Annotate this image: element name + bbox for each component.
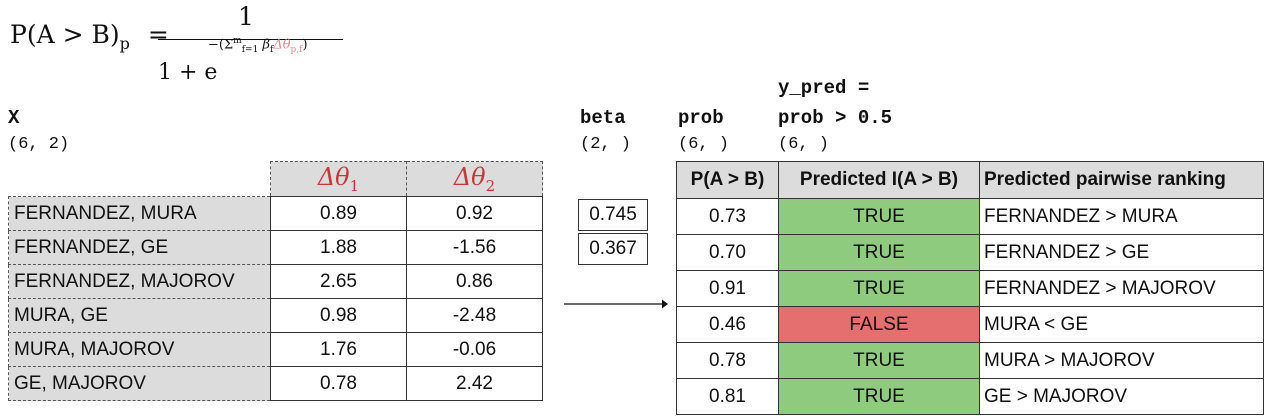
x-row: MURA, MAJOROV 1.76 -0.06: [8, 332, 543, 367]
results-header-row: P(A > B) Predicted I(A > B) Predicted pa…: [676, 161, 1264, 199]
probability-formula: P(A > B)p = 1 1 + e −(Σmf=1 βfΔθp,f): [8, 0, 348, 100]
rank-cell: FERNANDEZ > MAJOROV: [979, 270, 1264, 307]
x-row-label: MURA, GE: [8, 298, 271, 333]
pred-cell: TRUE: [778, 378, 980, 415]
prob-cell: 0.81: [676, 378, 779, 415]
x-row: FERNANDEZ, MURA 0.89 0.92: [8, 196, 543, 231]
prob-shape: (6, ): [678, 135, 730, 154]
pred-cell: TRUE: [778, 198, 980, 235]
x-col-delta1: Δθ1: [270, 161, 407, 197]
header-ranking: Predicted pairwise ranking: [979, 161, 1264, 199]
pred-cell: TRUE: [778, 234, 980, 271]
x-cell: -0.06: [406, 332, 543, 367]
x-row-label: FERNANDEZ, MURA: [8, 196, 271, 231]
ypred-label-line2: prob > 0.5: [778, 107, 893, 129]
results-row: 0.46 FALSE MURA < GE: [676, 306, 1264, 343]
x-cell: 0.92: [406, 196, 543, 231]
x-col-delta2-sub: 2: [485, 176, 496, 195]
formula-lhs-text: P(A > B): [10, 20, 120, 49]
x-cell: 1.76: [270, 332, 407, 367]
x-cell: -2.48: [406, 298, 543, 333]
results-table: P(A > B) Predicted I(A > B) Predicted pa…: [676, 161, 1264, 415]
x-row-label: FERNANDEZ, MAJOROV: [8, 264, 271, 299]
pred-cell: FALSE: [778, 306, 980, 343]
x-row-label: GE, MAJOROV: [8, 366, 271, 401]
x-cell: 0.89: [270, 196, 407, 231]
prob-cell: 0.78: [676, 342, 779, 379]
exp-delta-sub: p,f: [290, 44, 303, 55]
x-col-delta1-text: Δθ: [317, 163, 350, 192]
x-cell: -1.56: [406, 230, 543, 265]
prob-cell: 0.46: [676, 306, 779, 343]
exp-beta: β: [262, 37, 270, 53]
x-cell: 0.98: [270, 298, 407, 333]
pred-cell: TRUE: [778, 270, 980, 307]
exp-delta: Δθ: [273, 37, 291, 53]
x-row: MURA, GE 0.98 -2.48: [8, 298, 543, 333]
rank-cell: MURA > MAJOROV: [979, 342, 1264, 379]
x-col-delta1-sub: 1: [349, 176, 360, 195]
prob-cell: 0.70: [676, 234, 779, 271]
formula-numerator: 1: [238, 2, 254, 31]
formula-denominator: 1 + e: [158, 60, 218, 85]
x-cell: 2.42: [406, 366, 543, 401]
exp-sum-sup: m: [233, 36, 242, 46]
results-row: 0.78 TRUE MURA > MAJOROV: [676, 342, 1264, 379]
rank-cell: FERNANDEZ > GE: [979, 234, 1264, 271]
pred-cell: TRUE: [778, 342, 980, 379]
ypred-shape: (6, ): [778, 135, 830, 154]
results-row: 0.73 TRUE FERNANDEZ > MURA: [676, 198, 1264, 235]
prob-label: prob: [678, 107, 724, 129]
formula-fraction-bar: [158, 39, 343, 41]
beta-value: 0.367: [578, 233, 648, 265]
results-row: 0.91 TRUE FERNANDEZ > MAJOROV: [676, 270, 1264, 307]
prob-cell: 0.73: [676, 198, 779, 235]
prob-cell: 0.91: [676, 270, 779, 307]
header-predicted: Predicted I(A > B): [778, 161, 980, 199]
formula-lhs-sub: p: [119, 34, 130, 53]
beta-shape: (2, ): [580, 135, 632, 154]
ypred-label-line1: y_pred =: [778, 77, 870, 99]
x-row-label: FERNANDEZ, GE: [8, 230, 271, 265]
x-col-delta2-text: Δθ: [453, 163, 486, 192]
rank-cell: FERNANDEZ > MURA: [979, 198, 1264, 235]
x-cell: 2.65: [270, 264, 407, 299]
rank-cell: GE > MAJOROV: [979, 378, 1264, 415]
x-row: FERNANDEZ, MAJOROV 2.65 0.86: [8, 264, 543, 299]
beta-label: beta: [580, 107, 626, 129]
exp-sum: Σ: [223, 37, 234, 53]
x-row-label: MURA, MAJOROV: [8, 332, 271, 367]
x-cell: 1.88: [270, 230, 407, 265]
results-row: 0.81 TRUE GE > MAJOROV: [676, 378, 1264, 415]
formula-exponent: −(Σmf=1 βfΔθp,f): [208, 36, 308, 55]
formula-lhs: P(A > B)p =: [10, 20, 169, 53]
formula-equals: =: [147, 20, 169, 49]
x-col-delta2: Δθ2: [406, 161, 543, 197]
x-row: GE, MAJOROV 0.78 2.42: [8, 366, 543, 401]
exp-close: ): [302, 37, 308, 53]
x-matrix-table: Δθ1 Δθ2 FERNANDEZ, MURA 0.89 0.92 FERNAN…: [8, 161, 543, 401]
exp-minus: −(: [208, 37, 224, 53]
x-header-blank: [9, 162, 271, 197]
results-row: 0.70 TRUE FERNANDEZ > GE: [676, 234, 1264, 271]
x-shape: (6, 2): [8, 135, 70, 154]
exp-beta-sub: f: [269, 44, 274, 55]
arrow-icon: [564, 299, 668, 309]
x-header-row: Δθ1 Δθ2: [9, 161, 543, 197]
x-label: X: [8, 107, 20, 129]
x-cell: 0.78: [270, 366, 407, 401]
exp-sum-sub: f=1: [241, 44, 259, 55]
x-cell: 0.86: [406, 264, 543, 299]
beta-value: 0.745: [578, 199, 648, 231]
header-prob: P(A > B): [676, 161, 779, 199]
x-row: FERNANDEZ, GE 1.88 -1.56: [8, 230, 543, 265]
rank-cell: MURA < GE: [979, 306, 1264, 343]
